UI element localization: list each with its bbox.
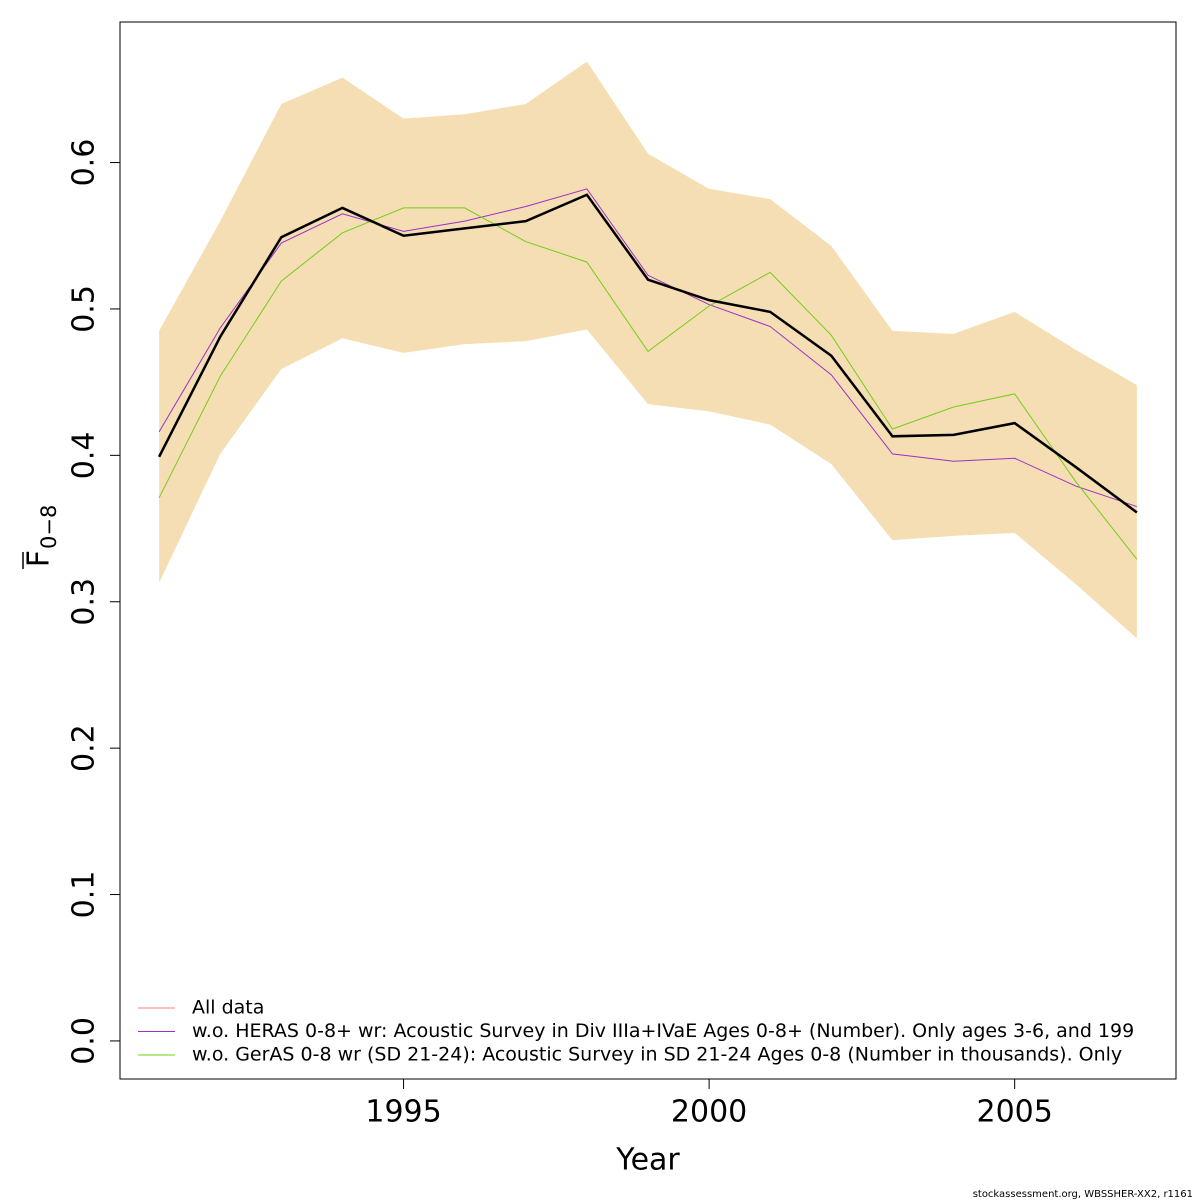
series-line (158, 188, 1138, 508)
y-tick-label: 0.0 (67, 1017, 102, 1065)
series-line (158, 207, 1138, 560)
legend-label: w.o. HERAS 0-8+ wr: Acoustic Survey in D… (192, 1020, 1134, 1042)
y-axis-title-sub: 0−8 (37, 505, 61, 549)
y-tick-label: 0.1 (67, 871, 102, 919)
x-tick-label: 1995 (365, 1095, 441, 1130)
y-tick-label: 0.2 (67, 724, 102, 772)
legend-label: All data (192, 997, 264, 1019)
plot-frame (119, 21, 1177, 1080)
legend-label: w.o. GerAS 0-8 wr (SD 21-24): Acoustic S… (192, 1044, 1122, 1066)
y-axis-title: F 0−8 (22, 505, 61, 569)
confidence-band (159, 61, 1137, 639)
y-tick-label: 0.6 (67, 139, 102, 187)
footer: stockassessment.org, WBSSHER-XX2, r1161 (973, 1189, 1193, 1200)
x-tick-label: 2000 (671, 1095, 747, 1130)
x-axis-title: Year (615, 1143, 680, 1178)
y-tick-label: 0.3 (67, 578, 102, 626)
y-tick-label: 0.4 (67, 431, 102, 479)
x-tick-label: 2005 (976, 1095, 1052, 1130)
y-axis-title-main: F (22, 550, 57, 567)
estimate-line (157, 193, 1138, 514)
y-tick-label: 0.5 (67, 285, 102, 333)
